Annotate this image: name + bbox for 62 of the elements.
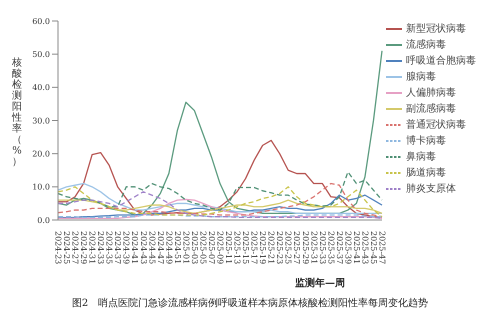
legend-label: 副流感病毒	[406, 104, 456, 115]
x-axis-title: 监测年—周	[294, 278, 346, 290]
line-series	[57, 199, 383, 214]
y-tick-label: 40.0	[32, 83, 50, 92]
x-tick-label: 2025-35	[326, 231, 336, 264]
y-tick-label: 60.0	[32, 16, 50, 26]
legend-label: 腺病毒	[406, 72, 436, 83]
x-tick-label: 2025-15	[241, 231, 250, 264]
x-tick-label: 2024-51	[172, 231, 182, 264]
x-tick-label: 2025-17	[250, 231, 259, 264]
legend-label: 普通冠状病毒	[406, 120, 466, 131]
line-series	[57, 50, 383, 216]
x-tick-label: 2024-43	[138, 231, 148, 264]
x-tick-label: 2025-09	[216, 231, 224, 264]
text: 核酸检测阳性率（%）	[12, 58, 22, 168]
x-tick-label: 2025-43	[360, 231, 370, 264]
x-tick-label: 2024-23	[54, 231, 62, 264]
x-tick-label: 2025-21	[266, 231, 276, 264]
x-tick-label: 2024-45	[147, 231, 156, 264]
x-tick-label: 2025-25	[284, 231, 293, 264]
legend-label: 鼻病毒	[406, 152, 436, 163]
legend-label: 呼吸道合胞病毒	[406, 56, 476, 67]
y-tick-label: 20.0	[32, 150, 50, 159]
x-tick-label: 2025-39	[343, 231, 352, 264]
x-tick-label: 2025-47	[378, 231, 386, 264]
legend-label: 新型冠状病毒	[406, 24, 466, 35]
y-tick-label: 10.0	[32, 182, 50, 192]
x-tick-label: 2025-27	[292, 231, 302, 264]
x-tick-label: 2024-27	[70, 231, 80, 264]
x-tick-label: 2025-19	[258, 231, 268, 264]
x-tick-label: 2025-33	[318, 231, 327, 264]
x-tick-label: 2024-49	[164, 231, 174, 264]
x-tick-label: 2024-33	[96, 231, 106, 264]
x-tick-label: 2025-13	[232, 231, 242, 264]
x-tick-label: 2025-05	[198, 231, 208, 264]
x-tick-label: 2024-29	[79, 231, 88, 264]
x-tick-label: 2024-41	[130, 231, 140, 264]
x-tick-label: 2024-37	[113, 231, 122, 264]
legend-label: 人偏肺病毒	[406, 88, 456, 99]
x-tick-label: 2025-01	[181, 231, 190, 264]
legend-label: 肠道病毒	[406, 168, 446, 179]
x-tick-label: 2025-07	[206, 231, 216, 264]
x-tick-label: 2024-25	[62, 231, 72, 264]
x-tick-label: 2024-31	[88, 231, 97, 264]
x-tick-label: 2025-11	[224, 231, 234, 264]
x-tick-label: 2024-35	[104, 231, 114, 264]
text: 图2 哨点医院门急诊流感样病例呼吸道样本病原体核酸检测阳性率每周变化趋势	[70, 296, 430, 310]
x-tick-label: 2025-31	[309, 231, 318, 264]
x-tick-label: 2025-29	[300, 231, 310, 264]
x-tick-label: 2024-39	[122, 231, 131, 264]
x-tick-label: 2025-41	[352, 231, 361, 264]
y-tick-label: 50.0	[32, 50, 50, 60]
legend-label: 博卡病毒	[406, 136, 446, 147]
x-tick-label: 2025-37	[334, 231, 344, 264]
legend-label: 流感病毒	[406, 40, 446, 51]
x-tick-label: 2025-23	[275, 231, 284, 264]
legend-label: 肺炎支原体	[406, 184, 456, 195]
x-tick-label: 2025-45	[368, 231, 378, 264]
y-tick-label: 30.0	[32, 116, 50, 126]
y-tick-label: 0.0	[37, 216, 50, 225]
x-tick-label: 2025-03	[190, 231, 199, 264]
x-tick-label: 2024-47	[156, 231, 165, 264]
